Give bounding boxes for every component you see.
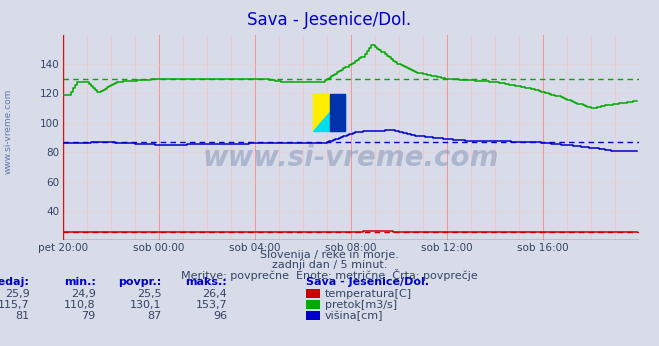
Text: Sava - Jesenice/Dol.: Sava - Jesenice/Dol. <box>247 11 412 29</box>
Text: temperatura[C]: temperatura[C] <box>325 289 412 299</box>
Text: povpr.:: povpr.: <box>118 277 161 288</box>
Bar <box>330 94 345 131</box>
Text: Meritve: povprečne  Enote: metrične  Črta: povprečje: Meritve: povprečne Enote: metrične Črta:… <box>181 269 478 281</box>
Text: www.si-vreme.com: www.si-vreme.com <box>203 144 499 172</box>
Text: zadnji dan / 5 minut.: zadnji dan / 5 minut. <box>272 260 387 270</box>
Text: sedaj:: sedaj: <box>0 277 30 288</box>
Text: Sava - Jesenice/Dol.: Sava - Jesenice/Dol. <box>306 277 430 288</box>
Text: 25,5: 25,5 <box>137 289 161 299</box>
Polygon shape <box>314 94 345 131</box>
Text: 79: 79 <box>81 311 96 321</box>
Text: 130,1: 130,1 <box>130 300 161 310</box>
Text: 87: 87 <box>147 311 161 321</box>
Text: www.si-vreme.com: www.si-vreme.com <box>4 89 13 174</box>
Text: 81: 81 <box>16 311 30 321</box>
Text: višina[cm]: višina[cm] <box>325 310 384 321</box>
Text: 115,7: 115,7 <box>0 300 30 310</box>
Text: min.:: min.: <box>64 277 96 288</box>
Text: pretok[m3/s]: pretok[m3/s] <box>325 300 397 310</box>
Text: Slovenija / reke in morje.: Slovenija / reke in morje. <box>260 250 399 260</box>
Text: 24,9: 24,9 <box>71 289 96 299</box>
Text: maks.:: maks.: <box>186 277 227 288</box>
Text: 110,8: 110,8 <box>64 300 96 310</box>
Polygon shape <box>314 94 345 131</box>
Text: 25,9: 25,9 <box>5 289 30 299</box>
Text: 96: 96 <box>214 311 227 321</box>
Text: 153,7: 153,7 <box>196 300 227 310</box>
Text: 26,4: 26,4 <box>202 289 227 299</box>
